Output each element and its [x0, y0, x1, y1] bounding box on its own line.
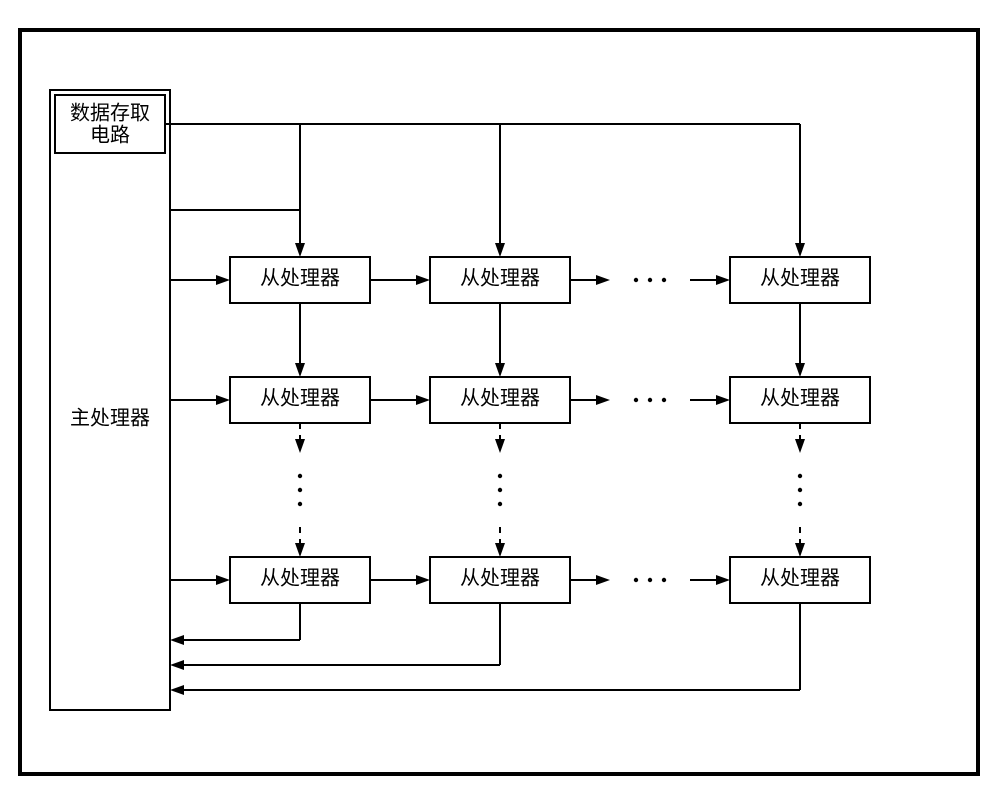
slave-label-r1-c0: 从处理器 — [260, 387, 340, 410]
slave-label-r2-c0: 从处理器 — [260, 567, 340, 590]
main-processor-label: 主处理器 — [70, 407, 150, 430]
slave-label-r2-c1: 从处理器 — [460, 567, 540, 590]
slave-label-r1-c2: 从处理器 — [760, 387, 840, 410]
data-access-label-1: 数据存取 — [70, 102, 150, 125]
slave-label-r0-c1: 从处理器 — [460, 267, 540, 290]
slave-label-r0-c0: 从处理器 — [260, 267, 340, 290]
main-processor-block — [50, 90, 170, 710]
slave-label-r1-c1: 从处理器 — [460, 387, 540, 410]
slave-label-r2-c2: 从处理器 — [760, 567, 840, 590]
slave-label-r0-c2: 从处理器 — [760, 267, 840, 290]
data-access-label-2: 电路 — [90, 124, 130, 147]
